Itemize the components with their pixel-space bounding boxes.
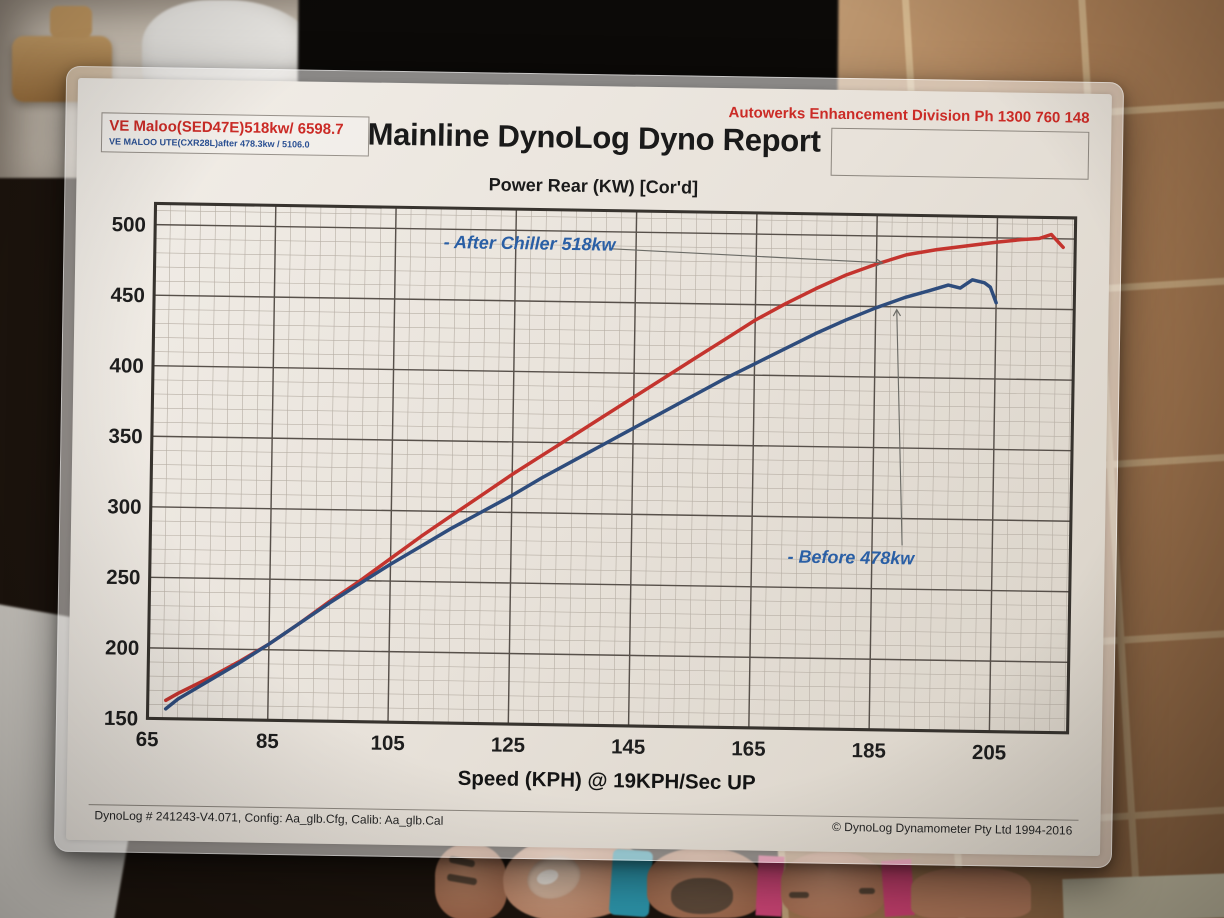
- pink-object: [881, 859, 915, 917]
- y-tick-label: 250: [106, 566, 141, 590]
- x-tick-label: 65: [136, 728, 159, 751]
- vehicle-line-2: VE MALOO UTE(CXR28L)after 478.3kw / 5106…: [108, 136, 310, 150]
- footer-right-text: © DynoLog Dynamometer Pty Ltd 1994-2016: [831, 820, 1073, 838]
- title-side-box: [830, 127, 1090, 180]
- laminate-pouch: VE Maloo(SED47E)518kw/ 6598.7 VE MALOO U…: [53, 65, 1125, 869]
- y-tick-label: 450: [110, 284, 145, 308]
- report-header: VE Maloo(SED47E)518kw/ 6598.7 VE MALOO U…: [98, 90, 1090, 206]
- dyno-chart: 65 85 105 125 145 165 185 205 150 200 250 300 350 400…: [89, 190, 1088, 818]
- chart-grid: 65 85 105 125 145 165 185 205 150 200 250 300 350 400…: [104, 203, 1076, 765]
- hand-edge: [911, 868, 1031, 918]
- before-curve: [163, 278, 998, 711]
- wooden-object-small: [50, 6, 92, 38]
- x-tick-label: 85: [256, 730, 279, 753]
- x-tick-label: 165: [731, 737, 766, 761]
- annotation-text: - Before 478kw: [787, 546, 915, 568]
- hand-holding-sheet: [415, 826, 1224, 918]
- vehicle-info-box: VE Maloo(SED47E)518kw/ 6598.7 VE MALOO U…: [100, 112, 370, 157]
- y-tick-label: 300: [107, 495, 142, 519]
- x-axis-label: Speed (KPH) @ 19KPH/Sec UP: [457, 767, 755, 795]
- y-tick-label: 400: [109, 354, 144, 378]
- footer-left-text: DynoLog # 241243-V4.071, Config: Aa_glb.…: [94, 808, 444, 829]
- chart-svg: 65 85 105 125 145 165 185 205 150 200 250 300 350 400…: [104, 201, 1078, 795]
- plot-border: [145, 201, 1078, 735]
- x-tick-label: 105: [370, 732, 405, 756]
- y-tick-label: 500: [112, 213, 147, 237]
- annotation-text: - After Chiller 518kw: [444, 232, 617, 255]
- y-tick-label: 200: [105, 636, 140, 660]
- report-title: Mainline DynoLog Dyno Report: [367, 116, 822, 159]
- x-tick-label: 205: [972, 741, 1007, 765]
- tattoo-mark: [671, 878, 733, 914]
- vehicle-line-1: VE Maloo(SED47E)518kw/ 6598.7: [109, 117, 344, 139]
- tattoo-mark: [446, 873, 478, 886]
- y-tick-label: 150: [104, 707, 139, 731]
- beige-object: [1062, 872, 1224, 918]
- tattoo-mark: [789, 892, 809, 898]
- x-tick-label: 185: [851, 739, 886, 763]
- x-tick-label: 145: [611, 735, 646, 759]
- annotation-arrow: [608, 248, 884, 267]
- dyno-report-sheet: VE Maloo(SED47E)518kw/ 6598.7 VE MALOO U…: [66, 77, 1112, 857]
- x-tick-label: 125: [491, 734, 526, 758]
- annotation-arrow: [892, 308, 903, 546]
- tattoo-mark: [859, 888, 875, 894]
- y-tick-label: 350: [108, 425, 143, 449]
